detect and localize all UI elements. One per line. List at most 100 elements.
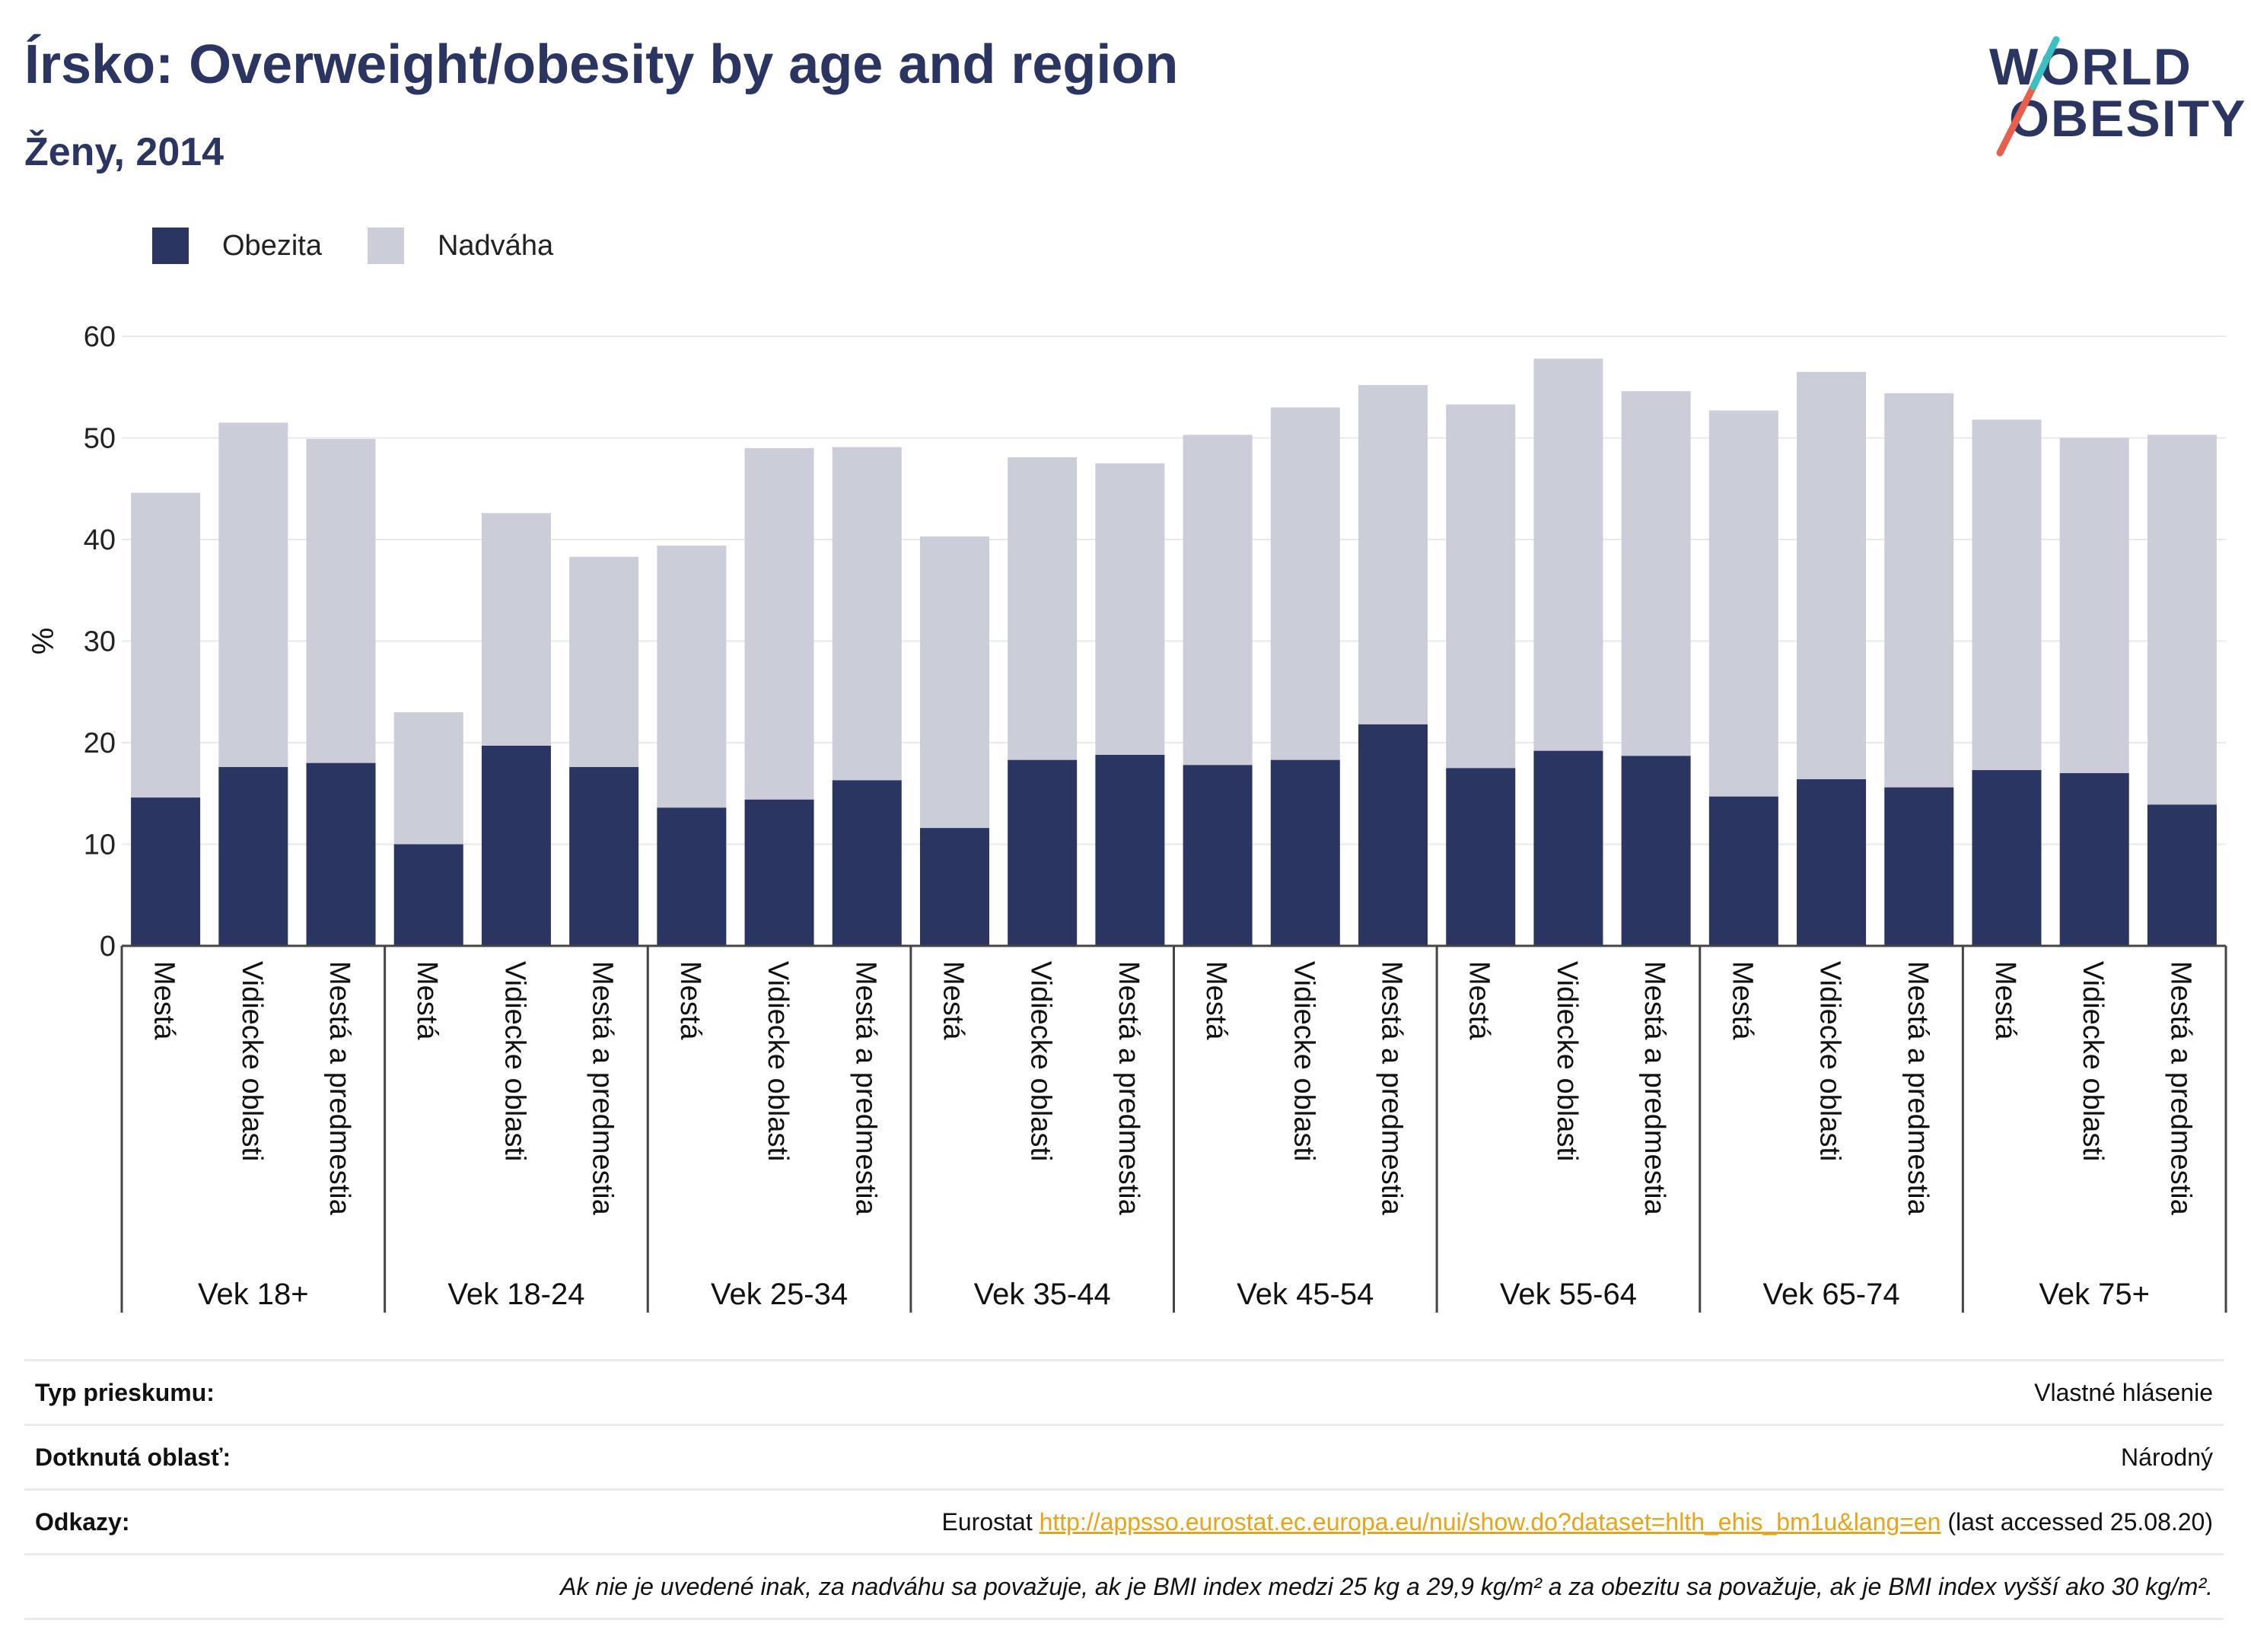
bar-overweight <box>919 536 989 829</box>
bar-overweight <box>1621 391 1691 756</box>
bar-obesity <box>1533 750 1603 946</box>
x-tick-label: Vidiecke oblasti <box>2077 961 2109 1161</box>
survey-type-value: Vlastné hlásenie <box>2034 1378 2213 1406</box>
bar-overweight <box>131 492 201 798</box>
bar-obesity <box>569 767 639 946</box>
bar-overweight <box>744 447 814 800</box>
references-label: Odkazy: <box>35 1507 130 1536</box>
bar-overweight <box>1797 371 1867 780</box>
coverage-value: Národný <box>2121 1443 2213 1471</box>
info-table: Typ prieskumu: Vlastné hlásenie Dotknutá… <box>24 1359 2224 1620</box>
bar-overweight <box>1884 393 1954 788</box>
group-label: Vek 55-64 <box>1500 1278 1637 1311</box>
reference-source: Eurostat <box>941 1507 1033 1536</box>
y-tick-label: 0 <box>100 931 116 963</box>
legend-swatch-overweight <box>367 228 404 264</box>
bar-overweight <box>1446 404 1516 769</box>
bmi-note: Ak nie je uvedené inak, za nadváhu sa po… <box>560 1572 2213 1600</box>
logo-line-world: WORLD <box>1989 38 2192 96</box>
x-tick-label: Vidiecke oblasti <box>236 961 268 1161</box>
bar-obesity <box>657 807 727 946</box>
y-axis-label: % <box>27 628 60 655</box>
bar-obesity <box>1270 759 1340 946</box>
y-tick-label: 50 <box>84 423 116 455</box>
bar-overweight <box>1533 358 1603 751</box>
bar-obesity <box>1972 770 2042 946</box>
bar-obesity <box>1708 796 1778 946</box>
x-tick-label: Mestá <box>1726 961 1758 1040</box>
bar-overweight <box>2147 434 2217 805</box>
bar-overweight <box>1358 385 1428 724</box>
bar-overweight <box>1708 410 1778 797</box>
x-tick-label: Mestá <box>1463 961 1495 1040</box>
legend-item-obesity: Obezita <box>152 228 322 264</box>
bar-overweight <box>1008 457 1078 760</box>
x-tick-label: Mestá a predmestia <box>1902 961 1934 1216</box>
x-tick-label: Vidiecke oblasti <box>1288 961 1320 1161</box>
bar-overweight <box>1095 463 1165 756</box>
x-tick-label: Mestá <box>411 961 443 1040</box>
x-tick-label: Mestá <box>674 961 706 1040</box>
x-tick-label: Vidiecke oblasti <box>1814 961 1846 1161</box>
reference-link[interactable]: http://appsso.eurostat.ec.europa.eu/nui/… <box>1039 1507 1941 1536</box>
group-label: Vek 18-24 <box>447 1278 584 1311</box>
bar-obesity <box>744 799 814 946</box>
survey-type-label: Typ prieskumu: <box>35 1378 215 1406</box>
bar-obesity <box>832 780 902 946</box>
x-tick-label: Mestá a predmestia <box>849 961 881 1216</box>
x-tick-label: Vidiecke oblasti <box>1025 961 1057 1161</box>
logo-slash-icon <box>1996 36 2060 157</box>
coverage-label: Dotknutá oblasť: <box>35 1443 231 1471</box>
stacked-bar-chart: 0 10 20 30 40 50 60% Mestá Vidiecke oblasti Mestá… <box>27 321 2227 1313</box>
y-tick-label: 20 <box>84 727 116 759</box>
y-tick-label: 10 <box>84 829 116 861</box>
bar-overweight <box>2059 438 2129 774</box>
bar-overweight <box>218 422 288 768</box>
bar-overweight <box>569 556 639 768</box>
bar-obesity <box>218 767 288 946</box>
y-tick-label: 40 <box>84 524 116 556</box>
page-title: Írsko: Overweight/obesity by age and reg… <box>24 34 1179 95</box>
y-tick-label: 30 <box>84 626 116 658</box>
bar-obesity <box>393 844 463 946</box>
bar-obesity <box>131 797 201 946</box>
legend-swatch-obesity <box>152 228 189 264</box>
world-obesity-logo: WORLD OBESITY <box>1979 35 2246 164</box>
bar-obesity <box>481 746 551 946</box>
x-tick-label: Mestá a predmestia <box>2164 961 2196 1216</box>
bar-obesity <box>2059 773 2129 946</box>
bar-obesity <box>1446 768 1516 946</box>
info-row-note: Ak nie je uvedené inak, za nadváhu sa po… <box>24 1553 2224 1620</box>
x-tick-label: Mestá <box>148 961 180 1040</box>
bar-obesity <box>1183 765 1253 946</box>
bar-obesity <box>1358 724 1428 946</box>
x-tick-label: Vidiecke oblasti <box>762 961 794 1161</box>
x-tick-label: Mestá a predmestia <box>1638 961 1670 1216</box>
group-label: Vek 75+ <box>2039 1278 2150 1311</box>
page-subtitle: Ženy, 2014 <box>24 130 224 174</box>
x-tick-label: Vidiecke oblasti <box>498 961 530 1161</box>
y-tick-label: 60 <box>84 321 116 353</box>
bar-overweight <box>1183 434 1253 766</box>
bar-obesity <box>919 828 989 946</box>
group-label: Vek 18+ <box>198 1278 309 1311</box>
x-tick-label: Mestá <box>1200 961 1232 1040</box>
group-label: Vek 25-34 <box>711 1278 848 1311</box>
info-row-coverage: Dotknutá oblasť: Národný <box>24 1424 2224 1488</box>
x-tick-label: Mestá a predmestia <box>1113 961 1145 1216</box>
bar-overweight <box>481 513 551 746</box>
bar-overweight <box>1270 407 1340 760</box>
logo-line-obesity: OBESITY <box>2009 90 2247 148</box>
group-label: Vek 45-54 <box>1237 1278 1374 1311</box>
bar-obesity <box>2147 804 2217 946</box>
legend-label-obesity: Obezita <box>222 229 322 262</box>
bar-overweight <box>306 438 376 763</box>
x-tick-label: Mestá <box>1989 961 2021 1040</box>
bar-overweight <box>1972 419 2042 771</box>
info-row-survey-type: Typ prieskumu: Vlastné hlásenie <box>24 1359 2224 1424</box>
info-row-references: Odkazy: Eurostat http://appsso.eurostat.… <box>24 1488 2224 1553</box>
x-tick-label: Mestá a predmestia <box>587 961 619 1216</box>
x-tick-label: Mestá a predmestia <box>1376 961 1408 1216</box>
bar-overweight <box>832 447 902 781</box>
x-tick-label: Mestá a predmestia <box>323 961 355 1216</box>
